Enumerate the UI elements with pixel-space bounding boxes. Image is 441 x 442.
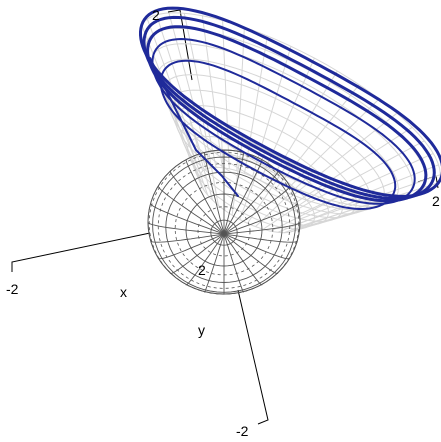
sphere-longitude-line <box>223 203 298 235</box>
cone-generator-line <box>281 98 380 195</box>
sphere-longitude-line <box>203 152 225 235</box>
sphere-longitude-line <box>169 171 225 235</box>
right-tick-label: 2 <box>432 193 440 209</box>
sphere-longitude-line <box>185 159 225 235</box>
sphere-longitude-line <box>223 159 263 235</box>
sphere-longitude-line <box>169 233 225 274</box>
y-axis-line <box>237 289 269 425</box>
x-tick-label-min: -2 <box>6 281 19 297</box>
inner-tick-label: 2 <box>198 262 206 278</box>
cone-generator-line <box>274 84 360 191</box>
sphere-longitude-line <box>157 185 225 235</box>
cone-generator-line <box>236 27 245 171</box>
cone-generator-line <box>244 35 268 174</box>
curve-loop <box>142 15 436 201</box>
curve-loop <box>151 37 416 205</box>
curve-descent <box>149 57 239 197</box>
sphere-longitude-line <box>150 203 225 235</box>
cone-generator-line <box>201 15 223 168</box>
curve-loop <box>159 59 397 210</box>
curve-loop <box>139 6 441 198</box>
sphere-longitude-line <box>223 171 279 235</box>
cone-generator-line <box>156 14 207 170</box>
cone-generator-line <box>277 191 378 233</box>
sphere-longitude-line <box>223 152 245 235</box>
sphere-longitude-line <box>150 233 225 243</box>
x-axis-line <box>11 232 151 272</box>
curve-trace <box>139 6 441 210</box>
cone-generator-line <box>262 180 336 230</box>
sphere-longitude-line <box>223 233 291 260</box>
sphere-longitude-line <box>223 233 263 286</box>
sphere-outline <box>147 149 301 295</box>
sphere-longitude-line <box>223 233 279 274</box>
cone-generator-line <box>292 126 413 206</box>
cone-generator-line <box>200 109 219 206</box>
sphere-longitude-line <box>223 221 301 235</box>
sphere-longitude-line <box>223 233 298 243</box>
sphere-longitude-line <box>157 233 225 260</box>
y-tick-label-min: -2 <box>236 423 249 439</box>
y-axis-label: y <box>198 322 205 338</box>
sphere-longitude-line <box>185 233 225 286</box>
sphere-mesh <box>147 149 301 295</box>
sphere-longitude-line <box>147 221 225 235</box>
sphere-longitude-line <box>203 233 225 293</box>
curve-loop <box>146 25 428 203</box>
cone-generator-line <box>255 171 313 227</box>
sphere-longitude-line <box>223 233 245 293</box>
x-axis-label: x <box>120 284 127 300</box>
sphere-longitude-line <box>223 185 291 235</box>
cone-generator-line <box>287 112 398 201</box>
z-tick-label-max: 2 <box>152 7 160 23</box>
